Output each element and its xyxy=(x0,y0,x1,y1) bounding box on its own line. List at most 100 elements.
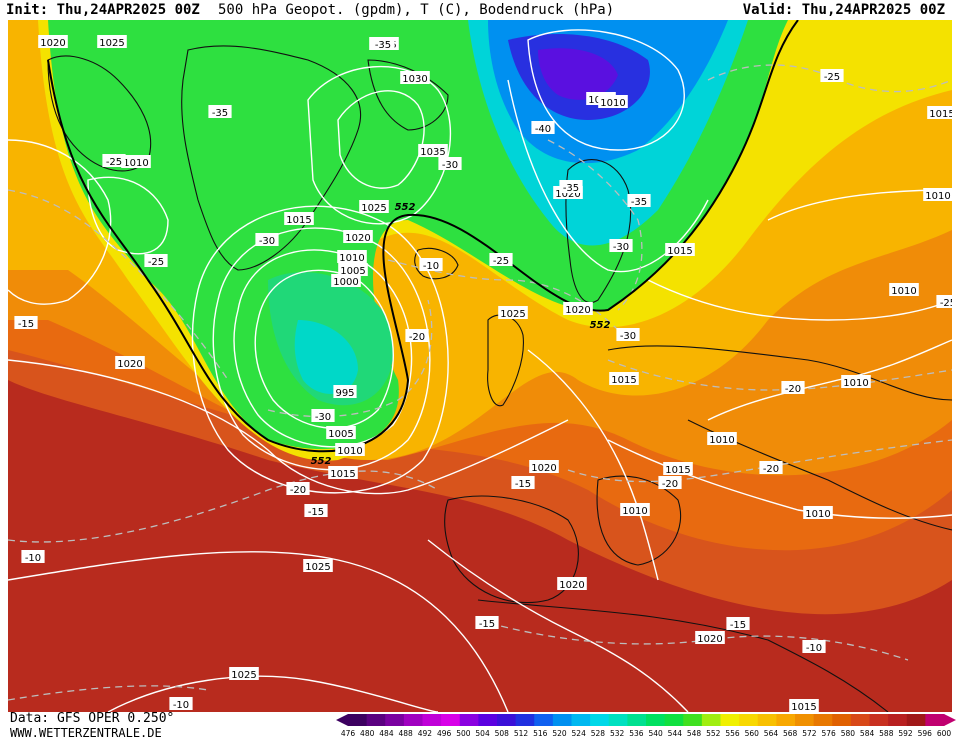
isobar-label-text: 1010 xyxy=(339,253,364,264)
colorbar-swatch xyxy=(403,714,423,726)
colorbar-tick-label: 576 xyxy=(821,729,836,738)
isotherm-label: -35 xyxy=(208,105,232,119)
isobar-label: 1010 xyxy=(707,432,737,446)
isotherm-label: -25 xyxy=(489,253,513,267)
isotherm-label: -25 xyxy=(936,295,952,309)
isotherm-label-text: -20 xyxy=(785,384,801,395)
colorbar-swatch xyxy=(701,714,721,726)
colorbar-tick-label: 600 xyxy=(937,729,952,738)
isobar-label-text: 1005 xyxy=(328,429,353,440)
isotherm-label-text: -10 xyxy=(173,700,189,711)
isotherm-label-text: -40 xyxy=(535,124,551,135)
colorbar-swatch xyxy=(646,714,666,726)
isotherm-label-text: -25 xyxy=(148,257,164,268)
colorbar-max-arrow xyxy=(944,714,956,726)
isobars xyxy=(8,29,952,712)
colorbar-swatch xyxy=(441,714,461,726)
colorbar-swatch xyxy=(776,714,796,726)
colorbar-swatch xyxy=(850,714,870,726)
colorbar-tick-label: 560 xyxy=(745,729,760,738)
isotherm-label-text: -20 xyxy=(763,464,779,475)
colorbar-tick-label: 552 xyxy=(706,729,721,738)
colorbar-swatch xyxy=(925,714,945,726)
height-contour-label-text: 552 xyxy=(311,456,332,467)
colorbar-tick-label: 520 xyxy=(552,729,567,738)
isobar-label-text: 1010 xyxy=(891,286,916,297)
colorbar: 476 480 484 488 492 496 500 504 508 512 516 520 524 5… xyxy=(336,714,956,738)
isobar-label: 1010 xyxy=(889,283,919,297)
height-contour-label: 552 xyxy=(590,320,611,331)
isobar-label-text: 1015 xyxy=(665,465,690,476)
isotherm-label: -10 xyxy=(802,640,826,654)
isobar-label: 1015 xyxy=(328,466,358,480)
isobar-label: 1020 xyxy=(563,302,593,316)
colorbar-swatch xyxy=(795,714,815,726)
isotherm-label: -20 xyxy=(759,461,783,475)
isobar-label-text: 1015 xyxy=(929,109,952,120)
isotherm-label-text: -10 xyxy=(806,643,822,654)
isobar-label: 1010 xyxy=(335,443,365,457)
map-footer: Data: GFS OPER 0.250° WWW.WETTERZENTRALE… xyxy=(0,712,959,741)
colorbar-tick-label: 588 xyxy=(879,729,894,738)
isotherm-label: -25 xyxy=(144,254,168,268)
isobar-label: 1025 xyxy=(229,667,259,681)
colorbar-swatch xyxy=(590,714,610,726)
isotherm-label-text: -30 xyxy=(442,160,458,171)
colorbar-swatch xyxy=(608,714,628,726)
colorbar-tick-label: 492 xyxy=(418,729,433,738)
colorbar-swatch xyxy=(422,714,442,726)
colorbar-swatch xyxy=(739,714,759,726)
isotherm-label-text: -25 xyxy=(106,157,122,168)
isotherm-label: -30 xyxy=(255,233,279,247)
colorbar-tick-label: 480 xyxy=(360,729,375,738)
isotherm-label: -15 xyxy=(726,617,750,631)
isotherm-labels: -35 -35 -25 -30 -40 -35 -35 -30 -25 -30 -10 -25 -30 -… xyxy=(14,37,952,711)
isotherm-label: -35 xyxy=(627,194,651,208)
isotherm-label-text: -20 xyxy=(662,479,678,490)
isotherm-label-text: -15 xyxy=(479,619,495,630)
isotherm-label: -10 xyxy=(169,697,193,711)
map-header: Init: Thu,24APR2025 00Z 500 hPa Geopot. … xyxy=(0,0,959,20)
isotherm-label-text: -25 xyxy=(493,256,509,267)
isobar-label-text: 1000 xyxy=(333,277,358,288)
colorbar-tick-label: 564 xyxy=(764,729,779,738)
isobar-label-text: 1010 xyxy=(843,378,868,389)
colorbar-tick-label: 524 xyxy=(572,729,587,738)
colorbar-tick-label: 532 xyxy=(610,729,625,738)
isobar-label-text: 1010 xyxy=(805,509,830,520)
isobar-label: 1015 xyxy=(789,699,819,712)
colorbar-tick-label: 536 xyxy=(629,729,644,738)
colorbar-swatch xyxy=(664,714,684,726)
colorbar-swatch xyxy=(888,714,908,726)
isobar-label: 1015 xyxy=(927,106,952,120)
isobar-label-text: 1025 xyxy=(99,38,124,49)
isotherm-label: -40 xyxy=(531,121,555,135)
isobar-label-text: 1020 xyxy=(531,463,556,474)
colorbar-tick-label: 540 xyxy=(648,729,663,738)
isotherm-label: -15 xyxy=(511,476,535,490)
colorbar-tick-label: 512 xyxy=(514,729,529,738)
isotherm-label-text: -10 xyxy=(25,553,41,564)
isobar-label: 1010 xyxy=(598,95,628,109)
isobar-label-text: 1015 xyxy=(791,702,816,712)
isobar-label: 1020 xyxy=(343,230,373,244)
isobar-label: 1020 xyxy=(115,356,145,370)
isobar-label: 1010 xyxy=(803,506,833,520)
colorbar-tick-label: 548 xyxy=(687,729,702,738)
colorbar-swatch xyxy=(534,714,554,726)
isotherm-label-text: -15 xyxy=(18,319,34,330)
isobar-label-text: 1025 xyxy=(361,203,386,214)
isobar-label-text: 1015 xyxy=(286,215,311,226)
colorbar-tick-label: 528 xyxy=(591,729,606,738)
valid-time: Valid: Thu,24APR2025 00Z xyxy=(742,2,945,18)
isotherm-label-text: -30 xyxy=(315,412,331,423)
isobar-label-text: 1035 xyxy=(420,147,445,158)
isobar-label: 1010 xyxy=(620,503,650,517)
colorbar-min-arrow xyxy=(336,714,348,726)
data-source: Data: GFS OPER 0.250° xyxy=(10,711,175,726)
isobar-label-text: 1010 xyxy=(925,191,950,202)
isotherm-label-text: -20 xyxy=(409,332,425,343)
colorbar-tick-label: 476 xyxy=(341,729,356,738)
isobar-label: 1010 xyxy=(923,188,952,202)
colorbar-swatch xyxy=(385,714,405,726)
